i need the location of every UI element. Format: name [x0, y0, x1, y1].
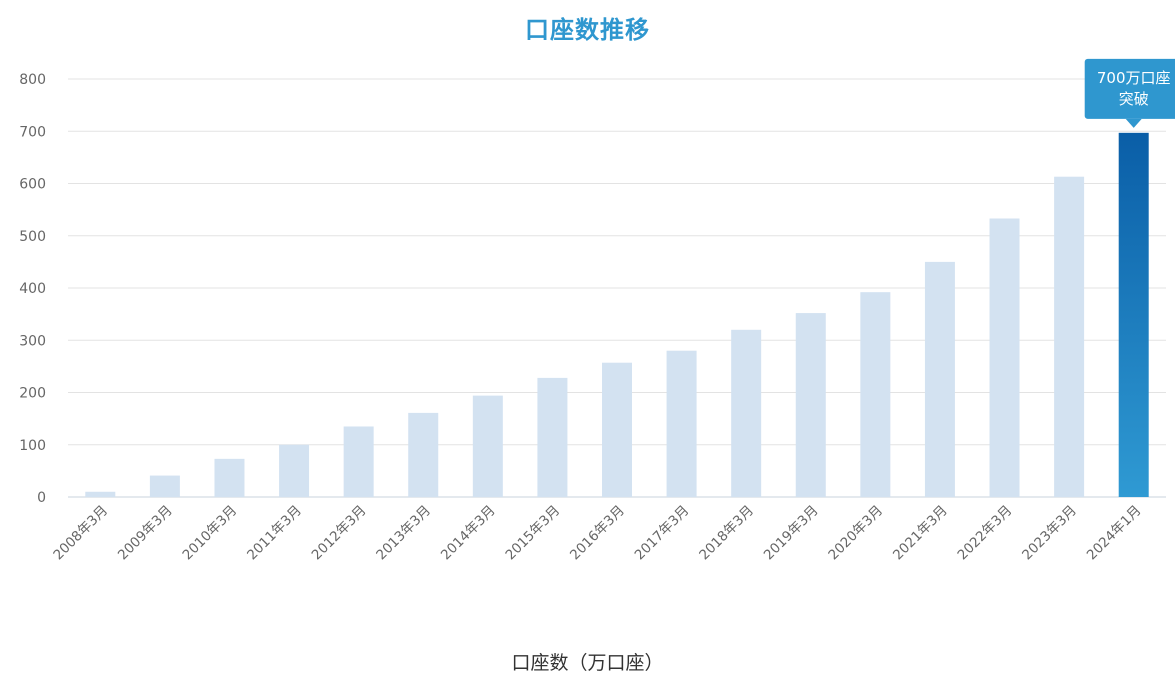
y-tick-label: 100	[19, 438, 46, 454]
x-tick-label: 2012年3月	[309, 503, 370, 564]
x-tick-label: 2016年3月	[567, 503, 628, 564]
x-tick-label: 2022年3月	[955, 503, 1016, 564]
y-axis-ticks: 0 100 200 300 400 500 600 700 800	[19, 72, 46, 506]
bar-highlight	[1118, 132, 1149, 497]
bar	[860, 292, 891, 497]
bar	[924, 261, 955, 497]
bar	[408, 412, 439, 497]
y-tick-label: 800	[19, 72, 46, 88]
bar	[472, 395, 503, 497]
bar	[795, 313, 826, 497]
bar	[214, 458, 245, 497]
x-tick-label: 2013年3月	[373, 503, 434, 564]
y-tick-label: 300	[19, 333, 46, 349]
callout-text: 突破	[1119, 90, 1149, 108]
bar	[85, 491, 116, 497]
x-tick-label: 2014年3月	[438, 503, 499, 564]
callout-box	[1084, 58, 1175, 119]
callout-text: 700万口座	[1097, 69, 1171, 87]
x-axis-title: 口座数（万口座）	[511, 652, 664, 674]
bar	[537, 377, 568, 497]
x-tick-label: 2017年3月	[632, 503, 693, 564]
y-tick-label: 600	[19, 177, 46, 193]
x-tick-label: 2018年3月	[696, 503, 757, 564]
x-tick-label: 2019年3月	[761, 503, 822, 564]
y-tick-label: 400	[19, 281, 46, 297]
y-tick-label: 700	[19, 124, 46, 140]
callout-pointer	[1125, 118, 1142, 128]
y-tick-label: 500	[19, 229, 46, 245]
bar	[989, 218, 1020, 497]
bar-series	[85, 132, 1149, 497]
x-tick-label: 2021年3月	[890, 503, 951, 564]
x-tick-label: 2023年3月	[1019, 503, 1080, 564]
x-tick-label: 2009年3月	[115, 503, 176, 564]
y-tick-label: 200	[19, 386, 46, 402]
y-tick-label: 0	[37, 490, 46, 506]
bar	[602, 362, 632, 497]
chart-title: 口座数推移	[525, 16, 650, 44]
bar	[149, 475, 180, 497]
x-tick-label: 2020年3月	[825, 503, 886, 564]
x-tick-label: 2011年3月	[244, 503, 305, 564]
x-axis-ticks: 2008年3月 2009年3月 2010年3月 2011年3月 2012年3月 2013年…	[50, 503, 1144, 564]
x-tick-label: 2008年3月	[50, 503, 111, 564]
bar	[1054, 176, 1085, 497]
bar	[279, 444, 310, 497]
x-tick-label: 2010年3月	[180, 503, 241, 564]
x-tick-label: 2024年1月	[1084, 503, 1145, 564]
bar	[731, 329, 762, 497]
x-tick-label: 2015年3月	[502, 503, 563, 564]
bar	[666, 350, 697, 497]
bar	[343, 426, 374, 497]
